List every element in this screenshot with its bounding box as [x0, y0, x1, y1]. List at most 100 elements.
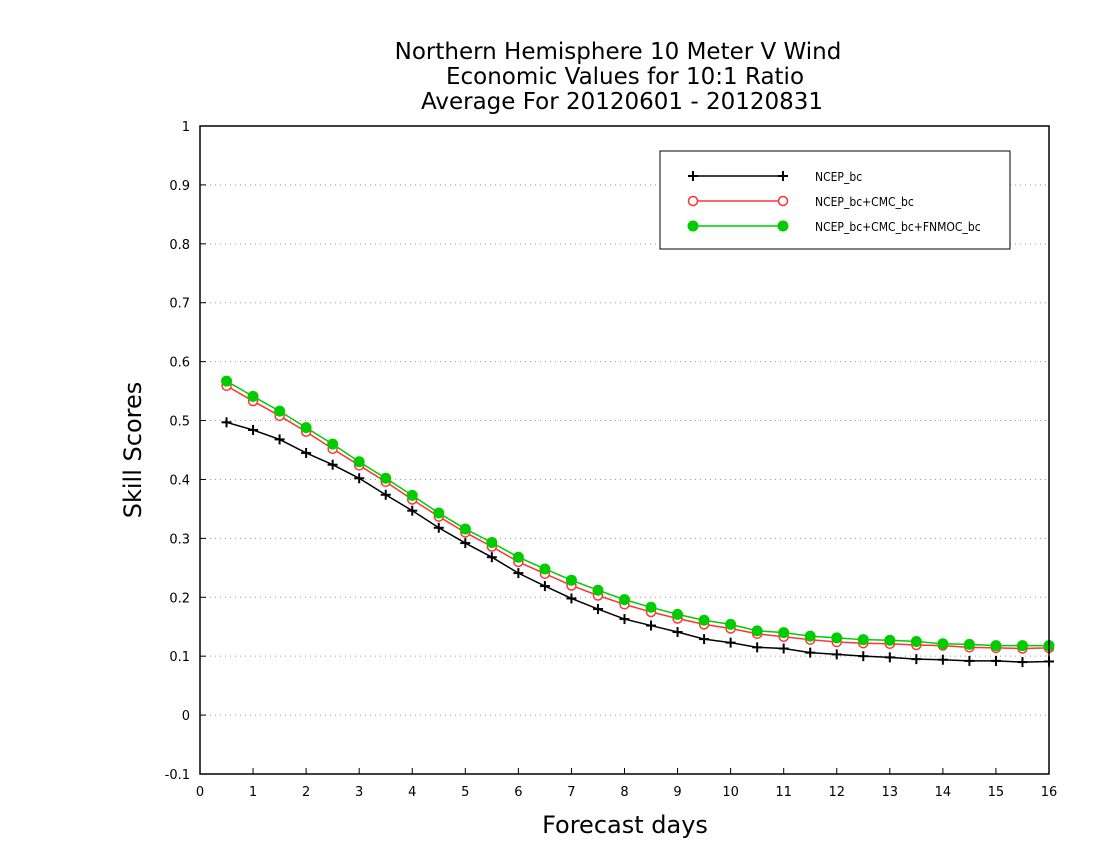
y-axis: -0.1 0 0.1 0.2 0.3 0.4 0.5 0.6 0.7 0.8 0.9 1	[165, 120, 206, 783]
data-point	[221, 375, 233, 387]
x-axis-label: Forecast days	[542, 811, 708, 839]
data-point	[778, 627, 790, 639]
data-point	[407, 505, 418, 516]
legend: NCEP_bc NCEP_bc+CMC_bc NCEP_bc+CMC_bc+FNMO…	[659, 150, 1011, 250]
data-point	[460, 538, 471, 549]
data-point	[380, 472, 392, 484]
data-point	[751, 625, 763, 637]
y-tick-label: 0.6	[169, 356, 190, 371]
y-tick-label: 0.7	[169, 297, 190, 312]
data-point	[327, 459, 338, 470]
x-tick-label: 14	[935, 785, 952, 800]
data-point	[512, 551, 524, 563]
series-2	[221, 375, 1055, 652]
x-tick-label: 8	[620, 785, 628, 800]
legend-marker-end	[777, 195, 789, 207]
y-tick-label: 0.8	[169, 238, 190, 253]
data-point	[566, 593, 577, 604]
x-tick-label: 3	[355, 785, 363, 800]
y-tick-label: -0.1	[165, 768, 190, 783]
data-point	[1016, 640, 1028, 652]
title-line-2: Economic Values for 10:1 Ratio	[446, 64, 804, 90]
data-point	[353, 456, 365, 468]
y-tick-label: 0.2	[169, 591, 190, 606]
data-point	[274, 405, 286, 417]
legend-marker-end	[777, 220, 789, 232]
x-tick-label: 13	[882, 785, 899, 800]
data-point	[964, 655, 975, 666]
data-point	[805, 647, 816, 658]
data-point	[380, 489, 391, 500]
legend-marker-end	[778, 171, 788, 181]
data-point	[937, 638, 949, 650]
series-0	[221, 417, 1054, 668]
data-point	[990, 655, 1001, 666]
data-point	[804, 630, 816, 642]
data-point	[433, 522, 444, 533]
y-tick-label: 0.9	[169, 179, 190, 194]
gridlines	[200, 184, 1049, 716]
data-point	[565, 574, 577, 586]
data-point	[619, 614, 630, 625]
data-point	[486, 552, 497, 563]
series-line	[226, 421, 1050, 663]
data-point	[778, 643, 789, 654]
data-point	[698, 614, 710, 626]
legend-entry: NCEP_bc+CMC_bc+FNMOC_bc	[687, 220, 981, 234]
legend-marker-start	[687, 195, 699, 207]
data-point	[274, 434, 285, 445]
data-point	[911, 654, 922, 665]
y-tick-label: 0.3	[169, 532, 190, 547]
x-axis: 0 1 2 3 4 5 6 7 8 9 10 11 12 13 14 15 16	[196, 768, 1057, 800]
x-tick-label: 5	[461, 785, 469, 800]
data-point	[221, 417, 232, 428]
data-point	[752, 642, 763, 653]
data-point	[301, 447, 312, 458]
data-point	[884, 652, 895, 663]
y-tick-label: 0	[182, 709, 190, 724]
data-point	[857, 634, 869, 646]
legend-entry: NCEP_bc	[688, 170, 862, 184]
x-tick-label: 15	[988, 785, 1005, 800]
data-point	[406, 489, 418, 501]
title-line-3: Average For 20120601 - 20120831	[421, 89, 823, 115]
data-point	[248, 424, 259, 435]
data-point	[1017, 657, 1028, 668]
data-point	[327, 438, 339, 450]
data-point	[725, 618, 737, 630]
data-point	[433, 507, 445, 519]
series-layer	[221, 375, 1055, 668]
legend-marker-start	[687, 220, 699, 232]
data-point	[831, 632, 843, 644]
data-point	[539, 563, 551, 575]
data-point	[884, 634, 896, 646]
y-axis-label: Skill Scores	[119, 382, 147, 519]
y-tick-label: 0.1	[169, 650, 190, 665]
x-tick-label: 16	[1041, 785, 1058, 800]
data-point	[459, 523, 471, 535]
y-tick-label: 0.5	[169, 415, 190, 430]
x-tick-label: 7	[567, 785, 575, 800]
x-tick-label: 9	[673, 785, 681, 800]
data-point	[646, 620, 657, 631]
legend-entry: NCEP_bc+CMC_bc	[687, 195, 914, 209]
data-point	[486, 536, 498, 548]
title-line-1: Northern Hemisphere 10 Meter V Wind	[395, 39, 842, 65]
data-point	[831, 649, 842, 660]
data-point	[539, 581, 550, 592]
data-point	[963, 638, 975, 650]
x-tick-label: 10	[722, 785, 739, 800]
data-point	[699, 634, 710, 645]
data-point	[300, 422, 312, 434]
legend-label: NCEP_bc	[815, 170, 862, 184]
data-point	[725, 637, 736, 648]
x-tick-label: 11	[775, 785, 792, 800]
data-point	[592, 604, 603, 615]
x-tick-label: 0	[196, 785, 204, 800]
legend-label: NCEP_bc+CMC_bc	[815, 195, 914, 209]
y-tick-label: 0.4	[169, 473, 190, 488]
y-tick-label: 1	[182, 120, 190, 135]
data-point	[592, 584, 604, 596]
x-tick-label: 12	[828, 785, 845, 800]
